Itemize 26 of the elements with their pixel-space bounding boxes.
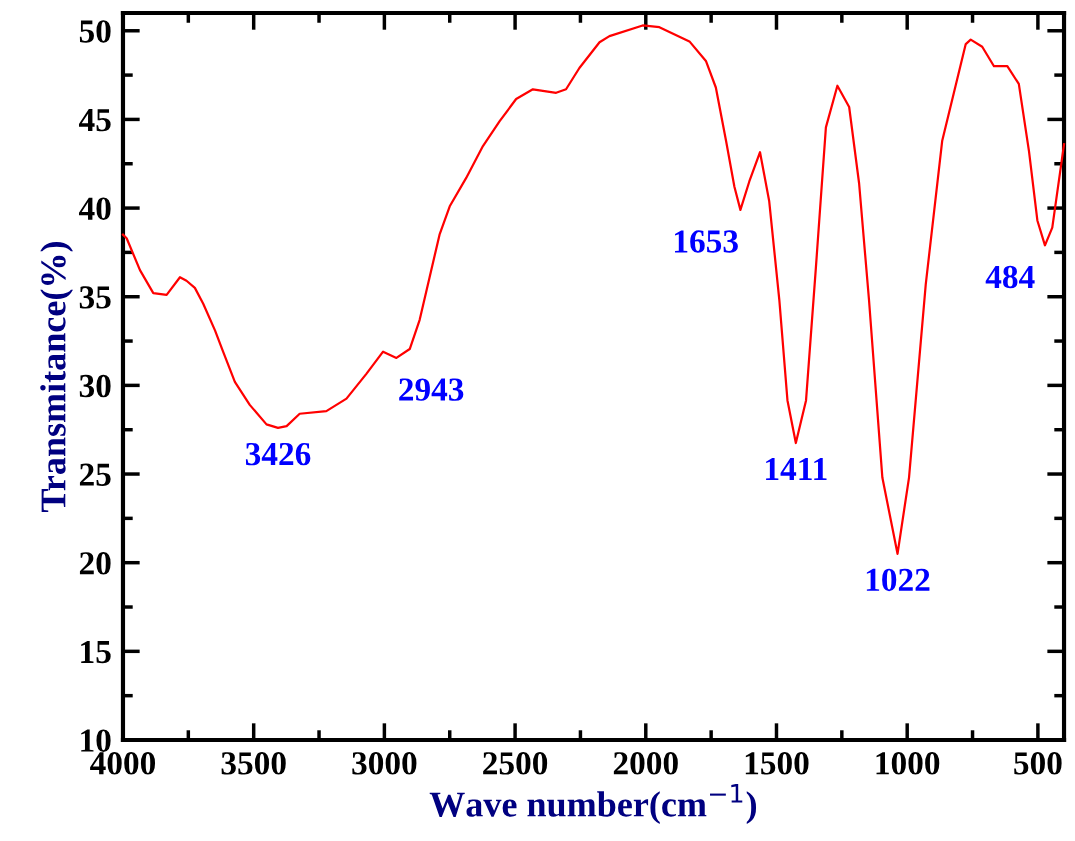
y-tick-label: 50 [79, 20, 111, 43]
annotation: 2943 [399, 378, 464, 401]
x-tick-label: 2500 [483, 752, 548, 775]
annotation: 1022 [866, 568, 930, 592]
annotation: 1653 [675, 230, 738, 253]
x-tick-label: 2000 [613, 752, 678, 775]
y-tick-label: 10 [81, 729, 111, 752]
y-tick-label: 15 [81, 640, 111, 664]
y-tick-label: 35 [79, 286, 111, 309]
y-axis-title: Transmitance(%) [40, 242, 73, 513]
x-tick-label: 1000 [876, 752, 940, 775]
x-tick-label: 3500 [221, 752, 286, 775]
line-series [121, 24, 1066, 555]
y-tick-label: 45 [78, 109, 111, 132]
y-tick-label: 20 [79, 552, 111, 575]
x-tick-label: 3000 [352, 752, 417, 775]
x-tick-label: 1500 [745, 752, 809, 775]
annotation: 484 [985, 265, 1035, 289]
x-tick-label: 4000 [90, 752, 156, 775]
x-axis-title: Wave number(cm$^{−1}$) [429, 784, 757, 825]
y-tick-label: 25 [79, 463, 111, 486]
annotation: 3426 [245, 442, 311, 466]
y-tick-label: 30 [79, 374, 111, 398]
annotation: 1411 [766, 458, 827, 481]
y-tick-label: 40 [78, 197, 111, 220]
x-tick-label: 500 [1014, 752, 1062, 775]
